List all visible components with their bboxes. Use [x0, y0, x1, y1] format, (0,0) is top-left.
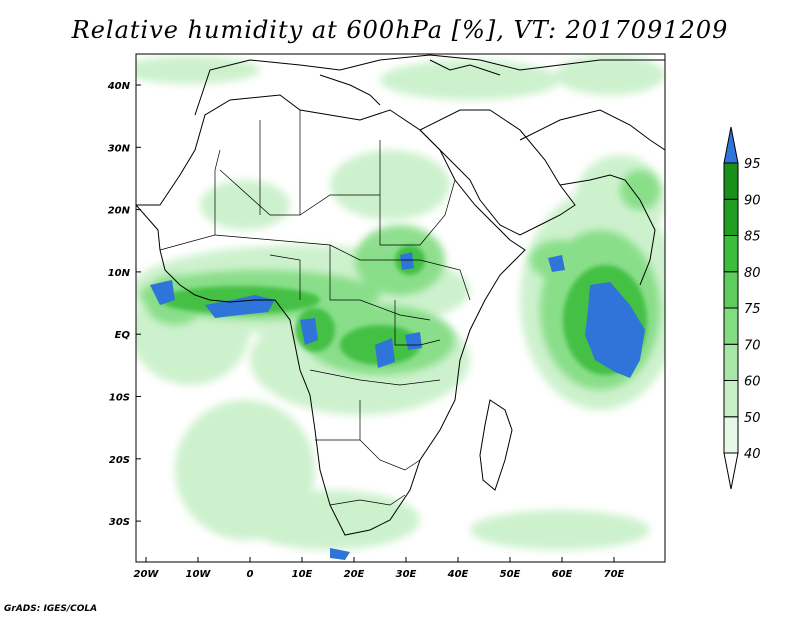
colorbar-label: 75	[744, 302, 761, 317]
lon-tick-label: 0	[247, 569, 254, 580]
colorbar-box	[723, 271, 739, 309]
country-borders	[159, 110, 471, 506]
lon-tick-label: 30E	[396, 569, 417, 580]
colorbar-label: 70	[744, 338, 761, 353]
lon-tick-label: 20W	[134, 569, 160, 580]
colorbar-over-triangle	[723, 126, 739, 164]
colorbar-under-triangle	[723, 452, 739, 490]
lon-tick-label: 40E	[447, 569, 469, 580]
colorbar-label: 60	[744, 375, 761, 390]
credit-label: GrADS: IGES/COLA	[4, 604, 98, 614]
lat-tick-label: 20S	[109, 455, 130, 466]
colorbar-label: 40	[744, 447, 761, 462]
colorbar: 40 50 60 70 75 80 85 90 95	[723, 126, 761, 490]
colorbar-label: 50	[744, 411, 761, 426]
lon-tick-label: 70E	[604, 569, 625, 580]
colorbar-label: 85	[744, 230, 761, 245]
colorbar-box	[723, 198, 739, 236]
latitude-ticks: 40N 30N 20N 10N EQ 10S 20S 30S	[107, 81, 141, 528]
lat-tick-label: 10S	[109, 393, 130, 404]
lat-tick-label: EQ	[115, 330, 131, 341]
lat-tick-label: 40N	[107, 81, 131, 92]
colorbar-label: 90	[744, 193, 761, 208]
colorbar-box	[723, 162, 739, 200]
lon-tick-label: 20E	[344, 569, 365, 580]
lon-tick-label: 50E	[500, 569, 521, 580]
map-frame	[135, 53, 666, 563]
lat-tick-label: 30S	[109, 517, 130, 528]
lon-tick-label: 10E	[292, 569, 313, 580]
humidity-field	[136, 55, 665, 560]
colorbar-box	[723, 380, 739, 418]
colorbar-label: 95	[744, 157, 761, 172]
lon-tick-label: 10W	[186, 569, 212, 580]
lat-tick-label: 10N	[108, 268, 131, 279]
map-title: Relative humidity at 600hPa [%], VT: 201…	[71, 16, 729, 44]
coastlines	[136, 54, 665, 536]
lat-tick-label: 30N	[108, 143, 131, 154]
colorbar-box	[723, 307, 739, 345]
colorbar-box	[723, 416, 739, 454]
colorbar-box	[723, 343, 739, 381]
lon-tick-label: 60E	[552, 569, 573, 580]
longitude-ticks: 20W 10W 0 10E 20E 30E 40E 50E 60E 70E	[134, 557, 625, 580]
lat-tick-label: 20N	[108, 206, 131, 217]
colorbar-box	[723, 235, 739, 273]
colorbar-label: 80	[744, 266, 761, 281]
